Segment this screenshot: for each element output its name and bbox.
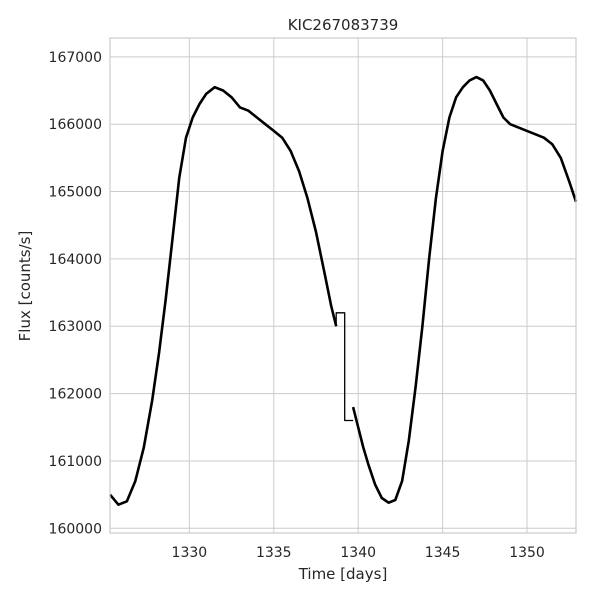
- plot-frame: [109, 37, 577, 534]
- x-tick-label: 1350: [509, 545, 545, 561]
- y-tick-label: 162000: [49, 387, 102, 403]
- x-tick-label: 1335: [256, 545, 292, 561]
- x-axis-label: Time [days]: [298, 565, 388, 583]
- series-line-1: [109, 85, 338, 507]
- series-line-2: [335, 312, 354, 422]
- series-layer: [109, 75, 578, 507]
- y-tick-label: 161000: [49, 454, 102, 470]
- x-tick-label: 1330: [172, 545, 208, 561]
- y-tick-label: 167000: [49, 50, 102, 66]
- series-line-3: [351, 75, 578, 505]
- y-tick-label: 160000: [49, 521, 102, 537]
- y-gridlines: [110, 56, 576, 529]
- y-tick-label: 163000: [49, 319, 102, 335]
- y-tick-label: 164000: [49, 252, 102, 268]
- y-tick-labels: 160000 161000 162000 163000 164000 165000 1660…: [49, 50, 102, 537]
- y-axis-label: Flux [counts/s]: [16, 231, 34, 342]
- x-gridlines: [188, 38, 528, 533]
- x-tick-label: 1345: [425, 545, 461, 561]
- y-tick-label: 165000: [49, 185, 102, 201]
- x-tick-labels: 1330 1335 1340 1345 1350: [172, 545, 545, 561]
- chart-title: KIC267083739: [288, 16, 399, 34]
- y-tick-label: 166000: [49, 117, 102, 133]
- x-tick-label: 1340: [340, 545, 376, 561]
